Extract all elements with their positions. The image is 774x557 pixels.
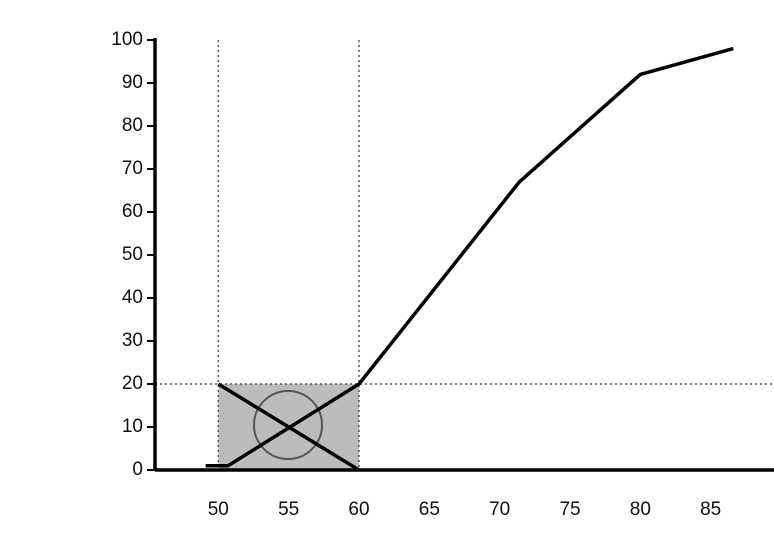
y-tick-label: 100: [111, 29, 143, 50]
x-tick-label: 80: [630, 499, 651, 520]
x-tick-label: 75: [559, 499, 580, 520]
x-tick-label: 70: [489, 499, 510, 520]
y-tick-label: 70: [122, 158, 143, 179]
y-tick-label: 50: [122, 244, 143, 265]
circle-annotation: [253, 390, 323, 460]
y-tick-label: 40: [122, 287, 143, 308]
y-tick-label: 0: [132, 459, 143, 480]
y-tick-label: 30: [122, 330, 143, 351]
y-tick-label: 90: [122, 72, 143, 93]
x-tick-label: 55: [278, 499, 299, 520]
y-tick-label: 20: [122, 373, 143, 394]
data-line: [217, 382, 360, 472]
x-tick-label: 50: [208, 499, 229, 520]
data-line: [205, 46, 734, 468]
x-tick-label: 65: [419, 499, 440, 520]
x-tick-label: 60: [348, 499, 369, 520]
y-tick-label: 60: [122, 201, 143, 222]
x-tick-label: 85: [700, 499, 721, 520]
y-tick-label: 80: [122, 115, 143, 136]
y-tick-label: 10: [122, 416, 143, 437]
